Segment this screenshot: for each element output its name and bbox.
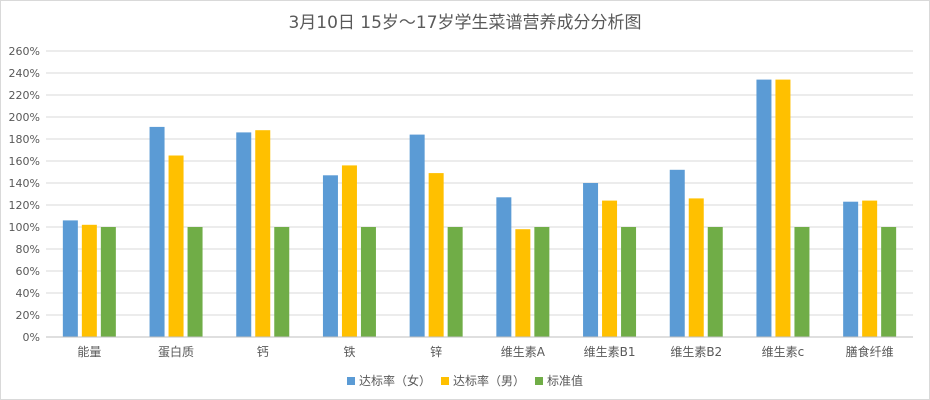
- legend-swatch: [346, 376, 355, 385]
- y-tick-label: 160%: [9, 155, 40, 168]
- bar: [360, 227, 376, 337]
- legend-label: 达标率（男）: [452, 374, 525, 388]
- x-tick-label: 蛋白质: [158, 344, 194, 359]
- bar: [409, 134, 425, 337]
- x-tick-label: 维生素B2: [670, 345, 722, 359]
- bar: [862, 200, 878, 337]
- y-tick-label: 220%: [9, 89, 40, 102]
- bar: [255, 130, 271, 337]
- bar: [775, 79, 791, 337]
- bar: [794, 227, 810, 337]
- y-tick-label: 100%: [9, 221, 40, 234]
- bar: [149, 126, 165, 338]
- legend-item: 达标率（男）: [440, 372, 525, 389]
- bar: [688, 198, 704, 337]
- legend-item: 标准值: [535, 372, 583, 389]
- bar: [843, 201, 859, 337]
- legend-label: 达标率（女）: [358, 374, 431, 388]
- y-tick-label: 180%: [9, 133, 40, 146]
- x-tick-label: 能量: [77, 345, 101, 359]
- x-tick-label: 维生素c: [762, 345, 805, 359]
- bar: [756, 79, 772, 337]
- bar: [583, 183, 599, 337]
- y-tick-label: 200%: [9, 111, 40, 124]
- bar: [341, 165, 357, 337]
- legend-item: 达标率（女）: [346, 372, 431, 389]
- y-tick-label: 0%: [23, 331, 40, 344]
- bar: [515, 229, 531, 337]
- x-tick-label: 钙: [257, 345, 269, 359]
- bar: [669, 169, 685, 337]
- x-tick-label: 膳食纤维: [846, 344, 894, 359]
- x-tick-label: 维生素B1: [584, 345, 636, 359]
- x-tick-label: 锌: [430, 345, 442, 359]
- y-tick-label: 60%: [16, 265, 40, 278]
- bar: [447, 227, 463, 337]
- y-tick-label: 240%: [9, 67, 40, 80]
- bar: [100, 227, 116, 337]
- chart-legend: 达标率（女） 达标率（男） 标准值: [0, 372, 930, 389]
- legend-swatch: [440, 376, 449, 385]
- y-tick-label: 260%: [9, 45, 40, 58]
- bar: [602, 200, 618, 337]
- legend-swatch: [535, 376, 543, 385]
- y-tick-label: 20%: [16, 309, 40, 322]
- y-tick-label: 80%: [16, 243, 40, 256]
- x-tick-label: 铁: [343, 345, 355, 359]
- bar: [81, 224, 97, 337]
- y-tick-label: 140%: [9, 177, 40, 190]
- bar: [322, 175, 338, 337]
- bar: [274, 227, 290, 337]
- bar: [534, 227, 550, 337]
- bar: [62, 220, 78, 337]
- y-tick-label: 120%: [9, 199, 40, 212]
- bar: [187, 227, 203, 337]
- bar: [236, 132, 252, 337]
- bar: [707, 227, 723, 337]
- bar: [496, 197, 512, 337]
- bar: [428, 173, 444, 337]
- legend-label: 标准值: [547, 374, 584, 388]
- chart-title: 3月10日 15岁～17岁学生菜谱营养成分分析图: [288, 13, 642, 33]
- y-tick-label: 40%: [16, 287, 40, 300]
- x-tick-label: 维生素A: [501, 345, 546, 359]
- bar: [881, 227, 897, 337]
- bar: [168, 155, 184, 337]
- bar: [621, 227, 637, 337]
